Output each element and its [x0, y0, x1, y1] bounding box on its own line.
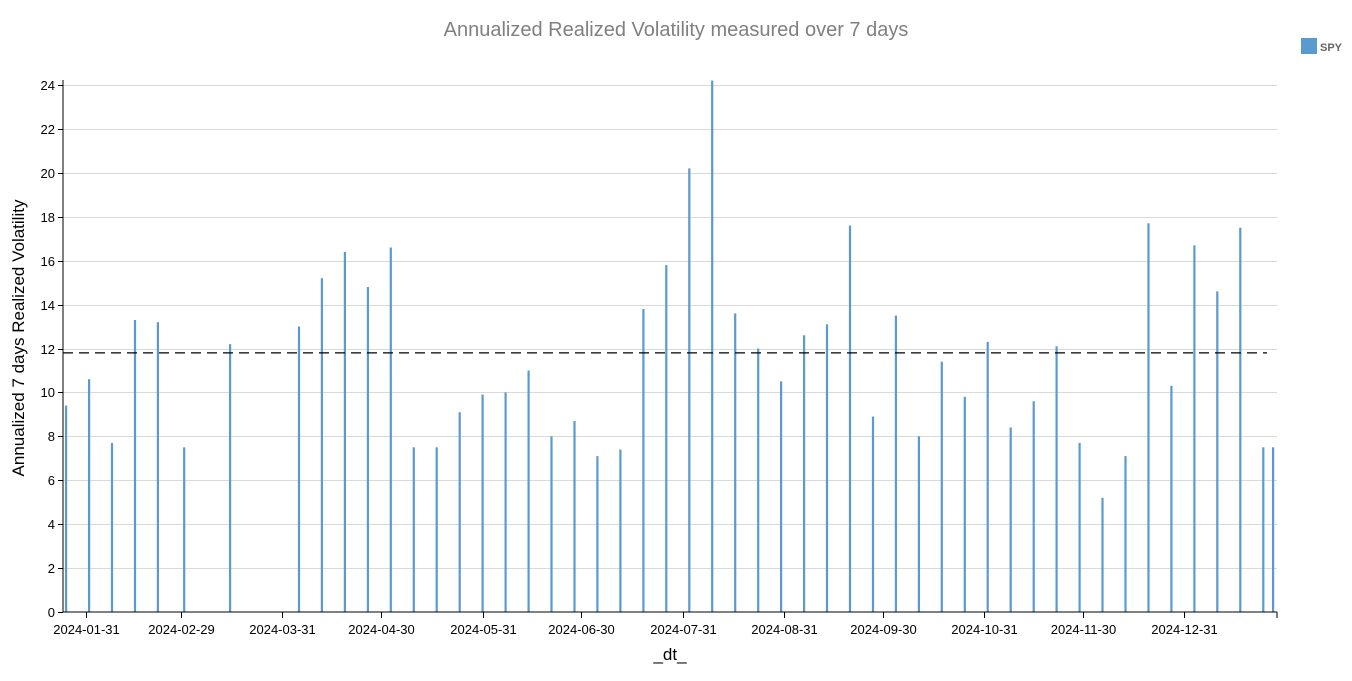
bar — [110, 442, 114, 612]
y-tick-label: 18 — [41, 210, 55, 225]
x-tick-label: 2024-02-29 — [148, 622, 215, 637]
bar — [1032, 401, 1035, 612]
bar — [986, 341, 989, 612]
bar — [297, 326, 301, 612]
bar — [366, 287, 369, 612]
x-tick-label: 2024-07-31 — [650, 622, 717, 637]
bar — [65, 405, 68, 612]
bar — [481, 394, 484, 612]
bar — [619, 449, 622, 612]
x-tick-label: 2024-04-30 — [348, 622, 415, 637]
x-tick-label: 2024-08-31 — [751, 622, 818, 637]
y-tick-label: 24 — [41, 78, 55, 93]
bar — [527, 370, 530, 612]
bar — [133, 320, 137, 612]
bar — [711, 80, 714, 613]
bar — [229, 344, 232, 612]
y-tick-label: 2 — [48, 561, 55, 576]
bar — [596, 456, 599, 612]
bar — [963, 396, 966, 612]
y-tick-label: 0 — [48, 605, 55, 620]
bar — [573, 421, 576, 612]
bar — [1078, 442, 1081, 612]
bar — [803, 335, 806, 612]
bars — [65, 80, 1275, 613]
x-tick-label: 2024-06-30 — [548, 622, 615, 637]
bar — [458, 412, 461, 612]
x-tick-label: 2024-09-30 — [850, 622, 917, 637]
y-tick-label: 20 — [41, 166, 55, 181]
y-tick-label: 8 — [48, 429, 55, 444]
bar — [389, 247, 392, 612]
bar — [320, 278, 323, 612]
y-tick-label: 6 — [48, 473, 55, 488]
bar — [550, 436, 553, 612]
bar — [1101, 497, 1104, 612]
bar — [1216, 291, 1219, 612]
y-tick-label: 14 — [41, 298, 55, 313]
bar — [757, 348, 760, 612]
bar — [688, 168, 691, 612]
bar — [1055, 346, 1058, 612]
bar — [917, 436, 920, 612]
y-tick-label: 16 — [41, 254, 55, 269]
bar — [343, 251, 346, 612]
bar — [1147, 223, 1150, 613]
bar — [780, 381, 783, 612]
x-tick-label: 2024-03-31 — [249, 622, 316, 637]
chart-title: Annualized Realized Volatility measured … — [444, 19, 909, 41]
bar — [88, 379, 91, 612]
bar — [665, 265, 668, 612]
x-tick-label: 2024-05-31 — [450, 622, 517, 637]
x-tick-label: 2024-01-31 — [53, 622, 120, 637]
x-tick-label: 2024-11-30 — [1051, 622, 1117, 637]
legend: SPY — [1301, 38, 1343, 54]
bar — [1262, 447, 1265, 612]
bar — [412, 447, 415, 612]
x-axis: 2024-01-31 2024-02-29 2024-03-31 2024-04-30… — [53, 611, 1278, 637]
bar — [642, 309, 645, 612]
bar — [1170, 385, 1173, 612]
y-tick-label: 4 — [48, 517, 55, 532]
bar — [825, 324, 829, 612]
bar — [1193, 245, 1196, 613]
bar — [183, 447, 186, 612]
y-tick-label: 12 — [41, 342, 55, 357]
bar — [435, 447, 438, 612]
y-axis-label: Annualized 7 days Realized Volatility — [9, 199, 28, 476]
bar — [894, 315, 897, 612]
bar — [1272, 447, 1275, 612]
bar — [1124, 456, 1127, 612]
bar — [848, 225, 852, 612]
x-tick-label: 2024-12-31 — [1151, 622, 1218, 637]
bar — [504, 392, 507, 612]
bar — [1009, 427, 1012, 612]
bar — [871, 416, 875, 612]
bar — [734, 313, 737, 612]
y-tick-label: 10 — [41, 385, 55, 400]
grid-lines — [63, 85, 1277, 569]
bar — [940, 361, 943, 612]
y-tick-label: 22 — [41, 122, 55, 137]
x-tick-label: 2024-10-31 — [951, 622, 1018, 637]
legend-swatch — [1301, 38, 1317, 54]
bar — [156, 322, 159, 612]
legend-label-spy: SPY — [1320, 42, 1343, 54]
bar — [1239, 227, 1242, 612]
x-axis-label: _dt_ — [652, 645, 687, 664]
